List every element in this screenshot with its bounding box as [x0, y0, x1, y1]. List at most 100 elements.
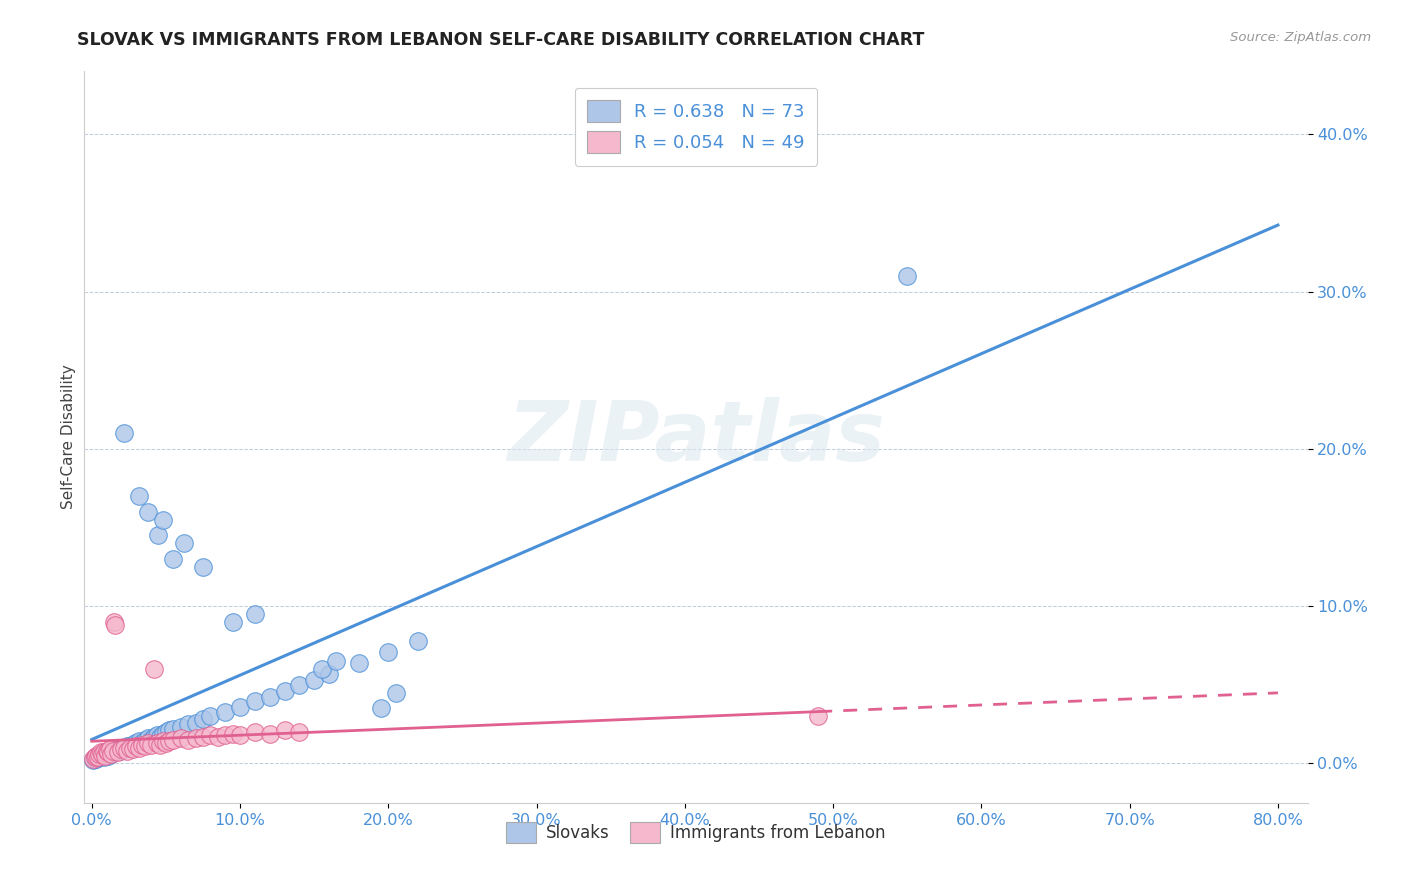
- Point: [104, 618, 127, 632]
- Point: [93, 750, 115, 764]
- Point: [143, 662, 166, 676]
- Point: [191, 713, 214, 727]
- Point: [131, 736, 153, 750]
- Point: [136, 736, 159, 750]
- Point: [370, 701, 392, 715]
- Point: [94, 747, 117, 761]
- Point: [152, 726, 174, 740]
- Point: [406, 633, 429, 648]
- Point: [229, 728, 252, 742]
- Point: [136, 731, 159, 746]
- Point: [243, 725, 266, 739]
- Point: [86, 750, 108, 764]
- Point: [170, 731, 193, 746]
- Point: [90, 748, 112, 763]
- Point: [103, 615, 125, 629]
- Point: [302, 673, 325, 687]
- Point: [136, 505, 159, 519]
- Point: [200, 709, 222, 723]
- Point: [347, 656, 370, 670]
- Point: [93, 746, 115, 760]
- Point: [377, 645, 399, 659]
- Point: [221, 615, 243, 629]
- Point: [162, 552, 184, 566]
- Text: Source: ZipAtlas.com: Source: ZipAtlas.com: [1230, 31, 1371, 45]
- Point: [82, 752, 104, 766]
- Point: [184, 715, 207, 730]
- Point: [110, 742, 132, 756]
- Point: [90, 746, 112, 760]
- Point: [103, 744, 125, 758]
- Point: [273, 684, 295, 698]
- Point: [100, 747, 122, 761]
- Point: [128, 734, 150, 748]
- Point: [117, 739, 139, 754]
- Point: [259, 690, 281, 705]
- Point: [243, 693, 266, 707]
- Point: [184, 731, 207, 746]
- Point: [112, 742, 135, 756]
- Point: [191, 730, 214, 744]
- Point: [82, 753, 104, 767]
- Point: [121, 738, 143, 752]
- Point: [124, 736, 146, 750]
- Point: [112, 426, 135, 441]
- Point: [96, 747, 118, 761]
- Point: [131, 738, 153, 752]
- Point: [157, 734, 180, 748]
- Point: [139, 732, 162, 747]
- Point: [273, 723, 295, 738]
- Point: [146, 736, 169, 750]
- Point: [118, 740, 141, 755]
- Point: [173, 536, 195, 550]
- Point: [288, 725, 311, 739]
- Point: [84, 752, 107, 766]
- Point: [155, 736, 177, 750]
- Point: [243, 607, 266, 621]
- Point: [83, 750, 105, 764]
- Point: [148, 528, 170, 542]
- Point: [177, 717, 200, 731]
- Point: [318, 666, 340, 681]
- Point: [83, 752, 105, 766]
- Point: [143, 730, 166, 744]
- Point: [89, 747, 111, 761]
- Point: [149, 738, 172, 752]
- Point: [111, 740, 134, 755]
- Point: [84, 748, 107, 763]
- Point: [120, 740, 142, 755]
- Point: [214, 728, 236, 742]
- Point: [288, 678, 311, 692]
- Point: [214, 705, 236, 719]
- Point: [170, 720, 193, 734]
- Point: [110, 742, 132, 756]
- Point: [155, 725, 177, 739]
- Text: ZIPatlas: ZIPatlas: [508, 397, 884, 477]
- Point: [105, 744, 128, 758]
- Point: [117, 744, 139, 758]
- Point: [115, 740, 138, 755]
- Text: SLOVAK VS IMMIGRANTS FROM LEBANON SELF-CARE DISABILITY CORRELATION CHART: SLOVAK VS IMMIGRANTS FROM LEBANON SELF-C…: [77, 31, 925, 49]
- Point: [311, 662, 333, 676]
- Point: [125, 738, 148, 752]
- Point: [896, 268, 918, 283]
- Point: [89, 750, 111, 764]
- Point: [128, 489, 150, 503]
- Point: [152, 734, 174, 748]
- Point: [384, 686, 406, 700]
- Point: [98, 742, 121, 756]
- Point: [96, 744, 118, 758]
- Point: [162, 732, 184, 747]
- Point: [807, 709, 830, 723]
- Point: [125, 739, 148, 754]
- Point: [97, 748, 120, 763]
- Point: [139, 738, 162, 752]
- Point: [122, 739, 145, 754]
- Point: [162, 722, 184, 736]
- Point: [91, 748, 114, 763]
- Point: [94, 748, 117, 763]
- Point: [207, 730, 229, 744]
- Point: [152, 513, 174, 527]
- Point: [91, 747, 114, 761]
- Point: [134, 732, 156, 747]
